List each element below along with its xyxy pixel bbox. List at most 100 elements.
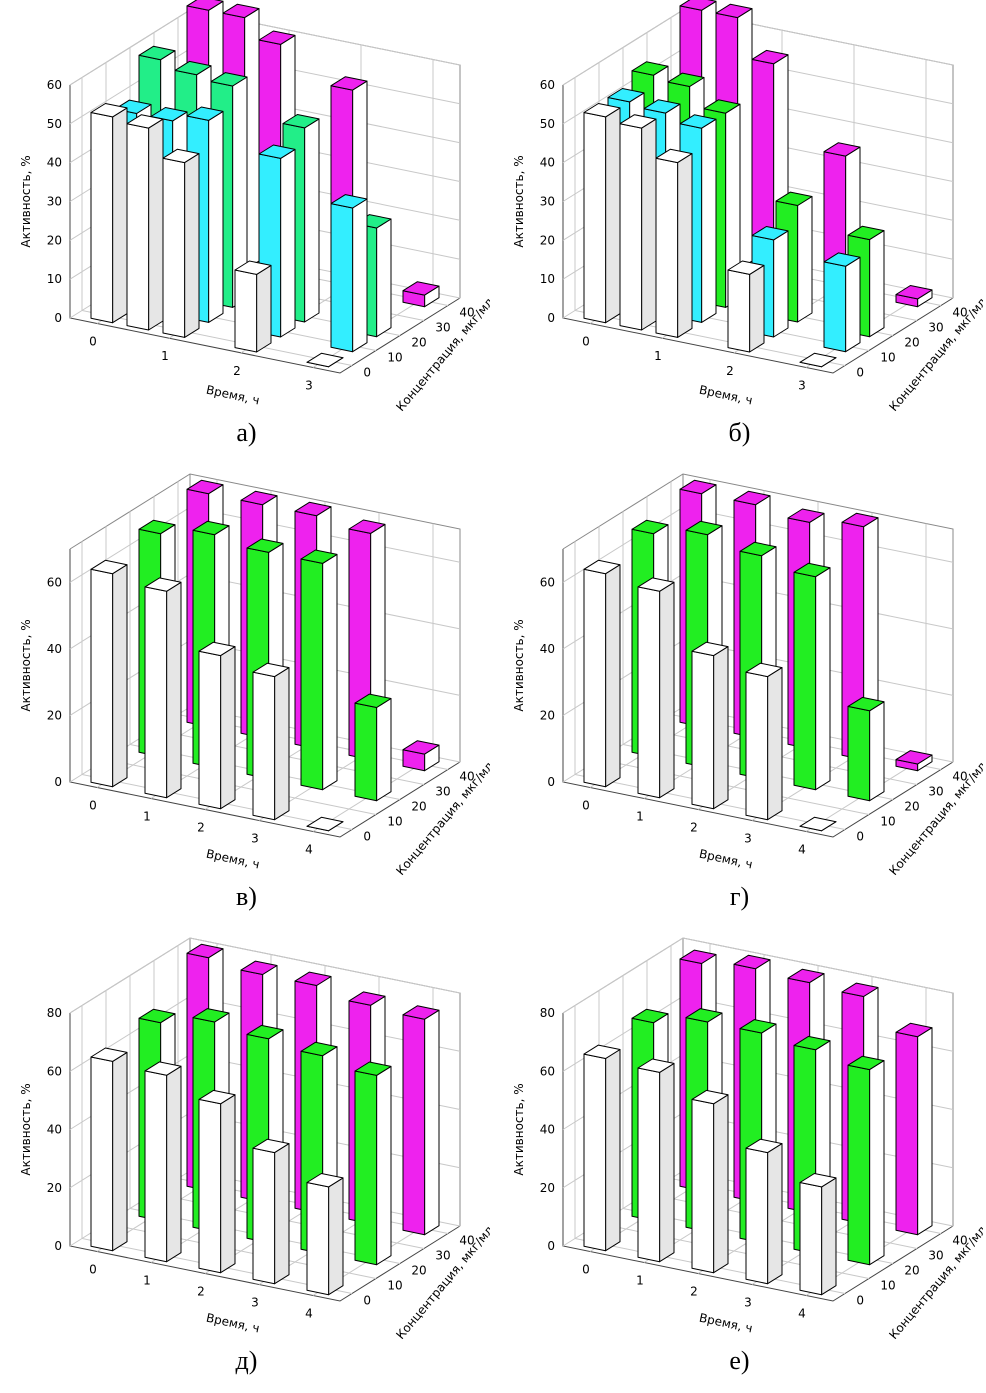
bar xyxy=(823,252,861,353)
bar-top xyxy=(222,3,260,19)
y-tick-label: 20 xyxy=(540,233,555,247)
y-axis-label: Активность, % xyxy=(512,1083,526,1175)
bar-top xyxy=(799,352,837,368)
bar-top xyxy=(787,508,825,523)
bar xyxy=(306,352,344,368)
bar-front xyxy=(234,269,258,353)
x-tick-label: 3 xyxy=(744,1296,752,1310)
bar-front xyxy=(90,112,114,324)
bar xyxy=(90,103,128,324)
y-tick-label: 20 xyxy=(540,708,555,722)
bar-top xyxy=(631,519,669,535)
bar-side xyxy=(869,230,885,338)
bar-side xyxy=(713,1094,729,1274)
bar-top xyxy=(895,1022,933,1038)
bar-top xyxy=(841,982,879,997)
bar-front xyxy=(354,702,378,802)
bar-side xyxy=(917,1027,933,1236)
bar xyxy=(252,662,290,821)
bar-top xyxy=(126,114,164,129)
bar-top xyxy=(715,3,753,19)
z-tick-label: 20 xyxy=(411,336,426,350)
panel-label: в) xyxy=(236,882,257,911)
bar-side xyxy=(424,1009,440,1236)
bar-top xyxy=(637,1058,675,1073)
bar-side xyxy=(713,646,729,810)
bar-side xyxy=(148,118,164,331)
y-axis-label: Активность, % xyxy=(512,619,526,711)
bar xyxy=(727,260,765,353)
bar xyxy=(402,740,440,772)
bar-top xyxy=(354,1061,392,1076)
x-tick-label: 4 xyxy=(798,1307,806,1321)
bar-top xyxy=(607,88,645,103)
bar-front xyxy=(691,1098,715,1274)
y-tick-label: 40 xyxy=(540,156,555,170)
y-tick-label: 20 xyxy=(47,1181,62,1195)
bar-front xyxy=(162,157,186,338)
bar-top xyxy=(793,1035,831,1051)
z-tick-label: 30 xyxy=(928,785,943,799)
x-tick-label: 3 xyxy=(251,1296,259,1310)
bar-side xyxy=(605,107,621,324)
bar-top xyxy=(348,519,386,534)
x-tick-label: 3 xyxy=(251,832,259,846)
y-axis-label: Активность, % xyxy=(19,619,33,711)
y-tick-label: 20 xyxy=(540,1181,555,1195)
bar-top xyxy=(162,148,200,164)
bar-side xyxy=(166,1065,182,1263)
bar xyxy=(895,285,933,308)
bar xyxy=(751,49,789,278)
bar-top xyxy=(294,501,332,517)
bar-top xyxy=(727,260,765,275)
x-tick-label: 2 xyxy=(197,821,205,835)
z-tick-label: 10 xyxy=(880,1279,895,1293)
bar-front xyxy=(895,1031,919,1236)
x-tick-label: 1 xyxy=(143,1274,151,1288)
z-tick-label: 10 xyxy=(387,1279,402,1293)
bar-side xyxy=(797,196,813,323)
bar-top xyxy=(90,559,128,575)
z-axis-label: Концентрация, мкг/мл xyxy=(886,295,983,414)
bar-front xyxy=(745,671,769,821)
x-tick-label: 3 xyxy=(305,379,313,393)
bar-top xyxy=(306,816,344,832)
bar xyxy=(234,260,272,353)
z-tick-label: 30 xyxy=(435,321,450,335)
bar-top xyxy=(138,519,176,535)
bar-top xyxy=(306,1173,344,1188)
bar-front xyxy=(637,586,661,799)
bar-top xyxy=(300,1041,338,1057)
y-tick-label: 20 xyxy=(47,233,62,247)
bar-top xyxy=(733,954,771,970)
bar-top xyxy=(583,1044,621,1059)
bar-top xyxy=(799,816,837,832)
bar-front xyxy=(727,269,751,353)
bar-top xyxy=(174,60,212,76)
z-tick-label: 30 xyxy=(435,1249,450,1263)
z-tick-label: 30 xyxy=(928,1249,943,1263)
y-tick-label: 40 xyxy=(540,1123,555,1137)
bar-top xyxy=(258,144,296,159)
bar xyxy=(847,1055,885,1266)
bar-side xyxy=(605,1049,621,1252)
z-tick-label: 0 xyxy=(856,830,864,844)
panel-label: е) xyxy=(729,1346,750,1375)
bar-side xyxy=(659,1062,675,1263)
z-tick-label: 20 xyxy=(411,800,426,814)
bar-top xyxy=(679,949,717,964)
bar-top xyxy=(841,512,879,528)
y-tick-label: 40 xyxy=(47,1123,62,1137)
y-tick-label: 20 xyxy=(47,708,62,722)
bar-front xyxy=(252,1147,276,1285)
z-tick-label: 40 xyxy=(952,306,967,320)
bar-top xyxy=(138,45,176,61)
z-axis-label: Концентрация, мкг/мл xyxy=(393,1223,490,1342)
bar-top xyxy=(258,30,296,45)
y-axis-label: Активность, % xyxy=(19,155,33,247)
bar-front xyxy=(655,157,679,338)
panel: 0 20 40 60 0 1 2 3 4 0 10 20 30 40 Активность, % Время,… xyxy=(493,464,986,928)
bar xyxy=(402,281,440,308)
bar-top xyxy=(186,943,224,959)
